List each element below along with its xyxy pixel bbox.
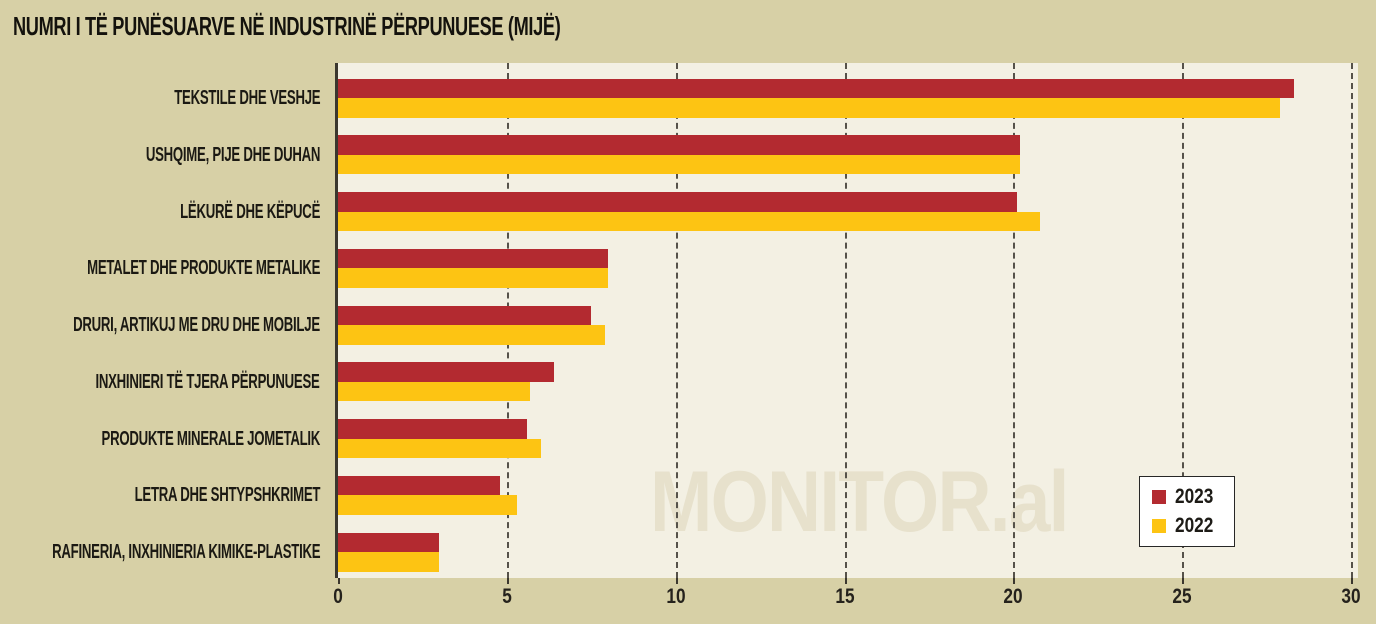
bar-2023: [338, 248, 609, 269]
category-label: METALET DHE PRODUKTE METALIKE: [86, 257, 320, 280]
watermark: MONITOR.al: [650, 454, 1069, 550]
gridline-10: [675, 63, 678, 578]
category-label: INXHINIERI TË TJERA PËRPUNUESE: [95, 370, 320, 393]
bar-2023: [338, 532, 440, 552]
x-tick-label-20: 20: [1003, 585, 1023, 608]
x-tick-label-10: 10: [666, 585, 686, 608]
bar-2022: [338, 98, 1281, 118]
category-label: PRODUKTE MINERALE JOMETALIK: [101, 427, 320, 450]
legend-label-2022: 2022: [1175, 514, 1214, 538]
bar-2022: [338, 495, 517, 515]
bar-2022: [338, 268, 609, 288]
gridline-30: [1351, 63, 1353, 578]
x-axis-tickmark-15: [844, 578, 847, 584]
chart-title: NUMRI I TË PUNËSUARVE NË INDUSTRINË PËRP…: [13, 11, 561, 41]
bar-2023: [338, 305, 592, 325]
bar-2022: [338, 211, 1041, 231]
bar-2023: [338, 362, 555, 382]
legend-label-2023: 2023: [1175, 484, 1214, 508]
legend-swatch-2023: [1152, 489, 1166, 504]
category-label: TEKSTILE DHE VESHJE: [173, 87, 320, 109]
legend-item-2022: 2022: [1152, 514, 1234, 538]
category-label: DRURI, ARTIKUJ ME DRU DHE MOBILJE: [73, 314, 320, 336]
bar-2023: [338, 192, 1017, 212]
category-labels: TEKSTILE DHE VESHJE USHQIME, PIJE DHE DUH…: [0, 63, 321, 578]
x-axis-tickmark-20: [1013, 578, 1016, 584]
bar-2023: [338, 419, 528, 439]
gridline-20: [1013, 63, 1016, 578]
plot-area: MONITOR.al 2023 2022: [335, 63, 1358, 584]
x-axis-ticks: 0 5 10 15 20 25 30: [333, 585, 1360, 615]
bar-2022: [338, 325, 605, 345]
bar-2022: [338, 154, 1021, 175]
category-label: USHQIME, PIJE DHE DUHAN: [145, 143, 321, 166]
gridline-25: [1182, 63, 1185, 578]
x-axis-tickmark-5: [506, 578, 509, 584]
bar-2023: [338, 135, 1021, 155]
category-label: RAFINERIA, INXHINIERIA KIMIKE-PLASTIKE: [51, 541, 320, 563]
x-axis-tickmark-30: [1351, 578, 1353, 584]
x-tick-label-0: 0: [333, 585, 343, 608]
category-label: LETRA DHE SHTYPSHKRIMET: [134, 484, 320, 507]
x-tick-label-5: 5: [502, 585, 512, 608]
x-axis-tickmark-10: [675, 578, 678, 584]
x-tick-label-30: 30: [1341, 585, 1361, 608]
legend-swatch-2022: [1152, 519, 1166, 534]
legend-item-2023: 2023: [1152, 485, 1234, 509]
plot-inner: [338, 63, 1353, 584]
category-label: LËKURË DHE KËPUCË: [179, 200, 320, 223]
x-tick-label-15: 15: [834, 585, 855, 608]
legend: 2023 2022: [1139, 476, 1235, 547]
bar-2023: [338, 475, 501, 496]
x-axis-tickmark-0: [338, 578, 340, 584]
bar-2023: [338, 78, 1294, 98]
bar-2022: [338, 381, 531, 402]
bar-2022: [338, 438, 541, 458]
x-tick-label-25: 25: [1172, 585, 1192, 608]
gridline-15: [844, 63, 847, 578]
x-axis-tickmark-25: [1182, 578, 1185, 584]
bar-2022: [338, 552, 440, 572]
